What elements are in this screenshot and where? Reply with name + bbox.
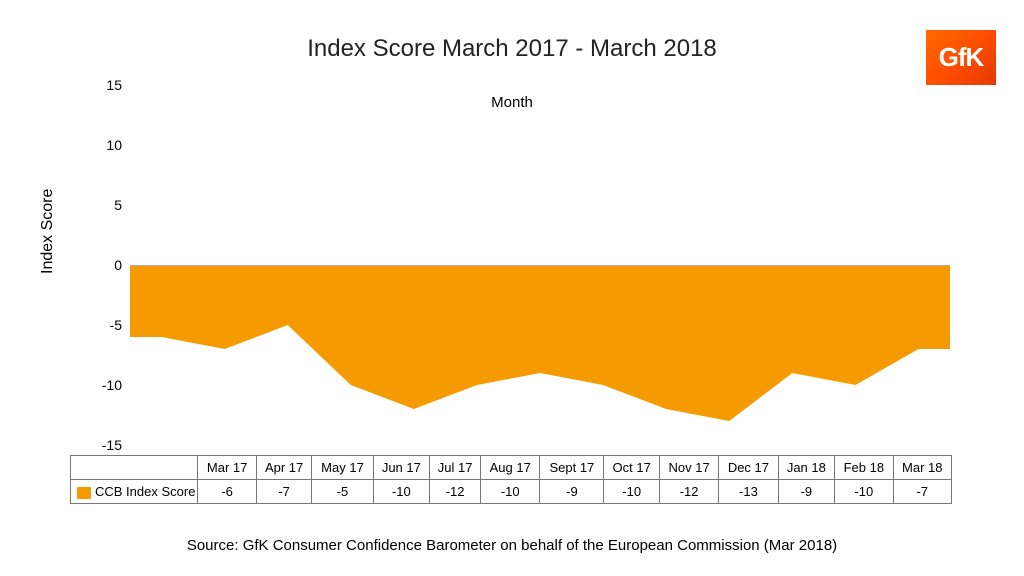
table-category-cell: Oct 17 xyxy=(604,456,660,480)
table-category-cell: Jan 18 xyxy=(778,456,835,480)
table-value-cell: -13 xyxy=(719,480,778,504)
table-category-cell: Dec 17 xyxy=(719,456,778,480)
table-category-cell: Sept 17 xyxy=(540,456,604,480)
table-category-cell: Jul 17 xyxy=(430,456,481,480)
y-tick-label: -5 xyxy=(92,317,122,333)
y-axis-title: Index Score xyxy=(39,189,57,274)
area-series xyxy=(130,265,950,421)
table-value-cell: -6 xyxy=(198,480,256,504)
table-category-cell: Mar 17 xyxy=(198,456,256,480)
table-value-cell: -9 xyxy=(540,480,604,504)
table-value-cell: -12 xyxy=(430,480,481,504)
y-tick-label: 0 xyxy=(92,257,122,273)
table-value-cell: -12 xyxy=(659,480,718,504)
table-value-cell: -10 xyxy=(481,480,540,504)
series-name: CCB Index Score xyxy=(95,484,195,499)
table-value-cell: -7 xyxy=(893,480,951,504)
table-value-cell: -10 xyxy=(835,480,893,504)
y-tick-label: -10 xyxy=(92,377,122,393)
series-legend-cell: CCB Index Score xyxy=(71,480,198,504)
table-value-cell: -10 xyxy=(373,480,430,504)
source-caption: Source: GfK Consumer Confidence Baromete… xyxy=(0,537,1024,554)
legend-swatch xyxy=(77,487,91,499)
y-tick-label: -15 xyxy=(92,437,122,453)
table-value-cell: -7 xyxy=(256,480,312,504)
chart-plot-area xyxy=(130,85,950,445)
table-category-cell: Apr 17 xyxy=(256,456,312,480)
data-table: Mar 17Apr 17May 17Jun 17Jul 17Aug 17Sept… xyxy=(70,455,952,504)
table-value-cell: -10 xyxy=(604,480,660,504)
zero-line xyxy=(130,265,950,266)
table-category-cell: Feb 18 xyxy=(835,456,893,480)
y-tick-label: 5 xyxy=(92,197,122,213)
y-tick-label: 10 xyxy=(92,137,122,153)
table-category-cell: Jun 17 xyxy=(373,456,430,480)
table-value-cell: -9 xyxy=(778,480,835,504)
table-category-cell: May 17 xyxy=(312,456,373,480)
table-category-cell: Mar 18 xyxy=(893,456,951,480)
chart-title: Index Score March 2017 - March 2018 xyxy=(0,35,1024,63)
y-tick-label: 15 xyxy=(92,77,122,93)
table-header-empty xyxy=(71,456,198,480)
table-category-cell: Nov 17 xyxy=(659,456,718,480)
table-category-cell: Aug 17 xyxy=(481,456,540,480)
table-value-cell: -5 xyxy=(312,480,373,504)
